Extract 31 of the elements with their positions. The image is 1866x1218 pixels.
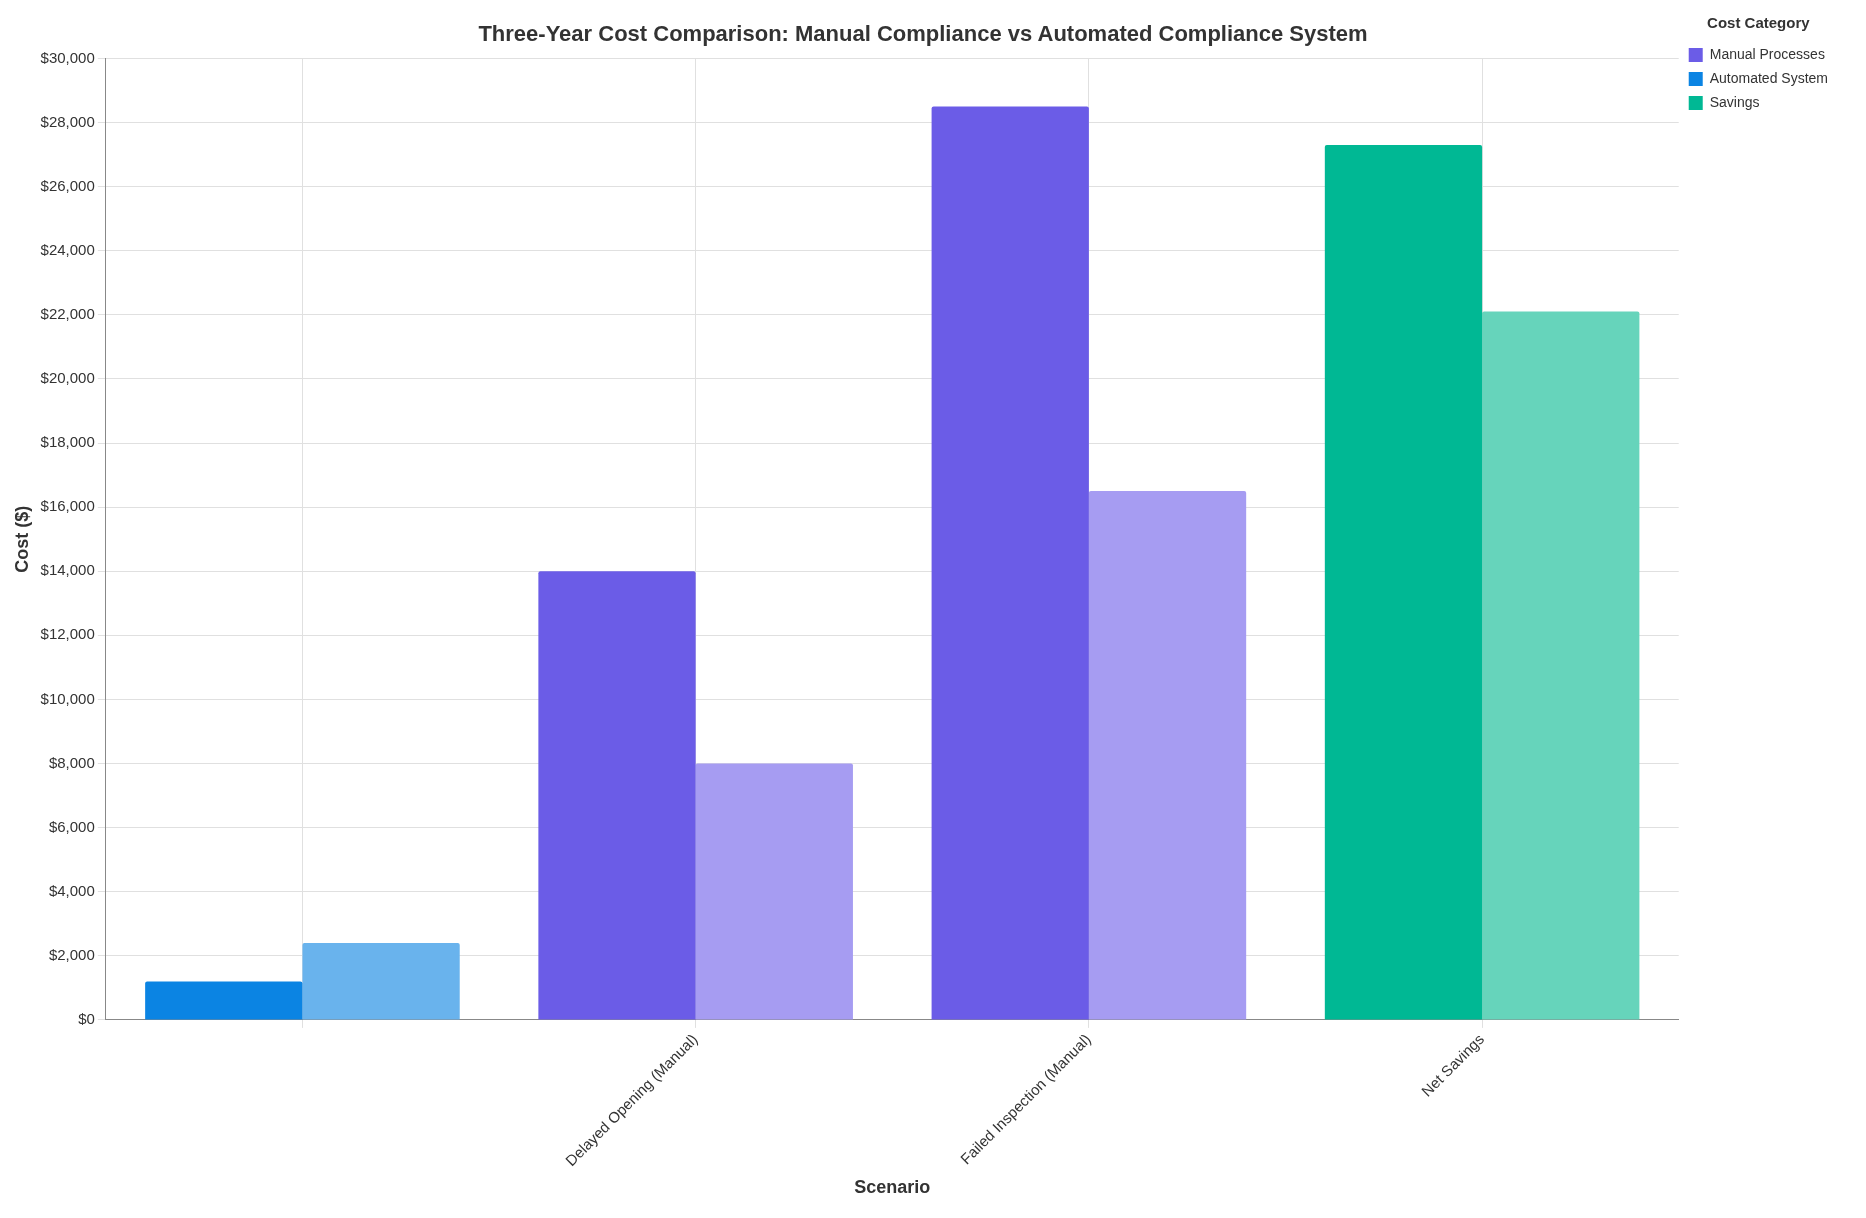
bar [1482,311,1640,1020]
y-tick-label: $2,000 [48,945,95,963]
y-tick-label: $22,000 [40,304,95,322]
y-tick-label: $16,000 [40,497,95,515]
bar [538,571,696,1020]
y-tick-label: $14,000 [40,561,95,579]
y-tick-label: $30,000 [40,48,95,66]
y-tick-label: $0 [78,1010,95,1028]
legend-title: Cost Category [1707,13,1811,31]
bar [302,942,460,1020]
y-tick-label: $8,000 [48,753,95,771]
y-tick-label: $24,000 [40,240,95,258]
bar [695,763,853,1020]
bar [145,981,303,1020]
y-tick-label: $10,000 [40,689,95,707]
x-axis-title: Scenario [854,1177,931,1198]
chart-title: Three-Year Cost Comparison: Manual Compliance vs Automated Compliance System [478,21,1368,47]
y-tick-label: $28,000 [40,112,95,130]
bar [931,106,1089,1020]
y-tick-label: $12,000 [40,625,95,643]
y-tick-label: $26,000 [40,176,95,194]
y-tick-label: $18,000 [40,433,95,451]
y-tick-label: $6,000 [48,817,95,835]
bar [1088,491,1247,1020]
y-tick-label: $20,000 [40,369,95,387]
legend-label: Manual Processes [1709,45,1825,62]
y-axis-title: Cost ($) [11,505,32,573]
bar [1324,144,1483,1020]
legend-label: Automated System [1709,69,1829,86]
legend-label: Savings [1709,93,1760,110]
y-tick-label: $4,000 [48,881,95,899]
